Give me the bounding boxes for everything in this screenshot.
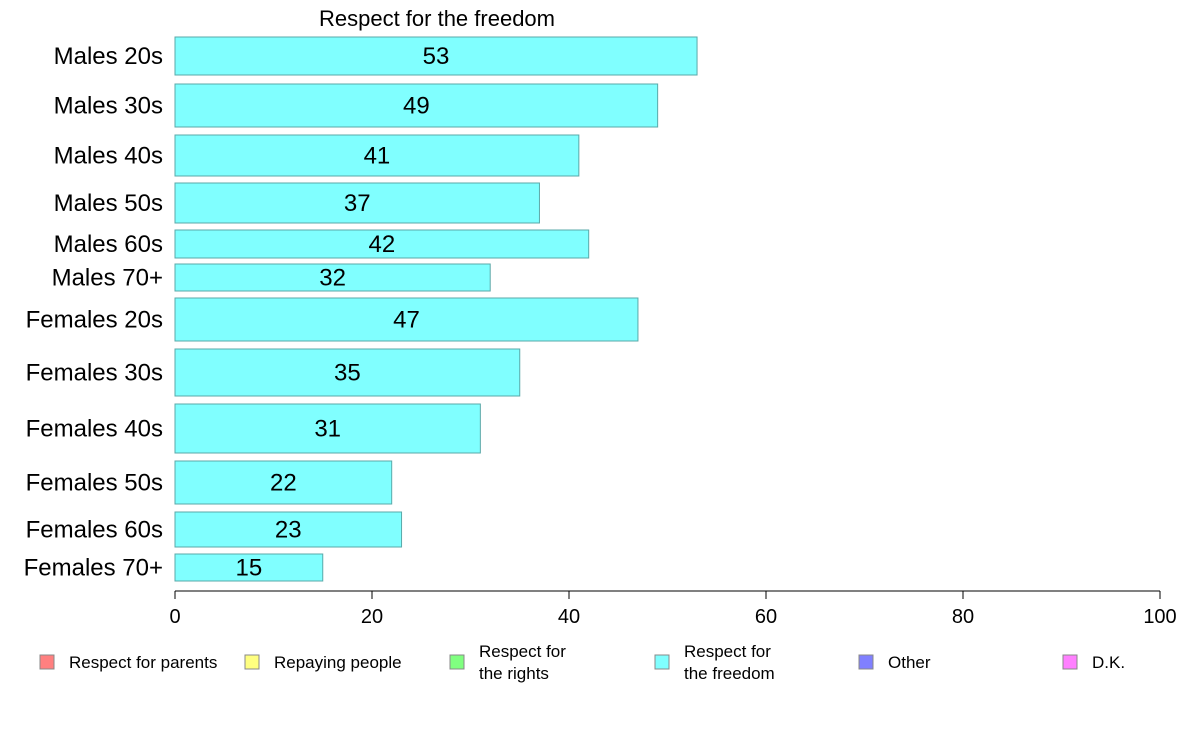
legend-swatch [449,654,465,670]
data-label: 53 [423,43,450,70]
category-label: Females 60s [26,517,163,544]
bar [174,511,403,548]
category-label: Females 70+ [24,555,163,582]
bar [174,134,580,177]
legend-swatch [39,654,55,670]
legend-label: D.K. [1092,653,1125,672]
bar [174,348,521,397]
legend-label: Other [888,653,931,672]
data-label: 23 [275,517,302,544]
data-label: 31 [314,416,341,443]
x-tick-label: 40 [558,606,580,628]
category-label: Females 40s [26,416,163,443]
legend-label: the rights [479,664,549,683]
x-tick-label: 60 [755,606,777,628]
data-label: 22 [270,470,297,497]
bar [174,263,491,292]
data-label: 32 [319,265,346,292]
x-axis: 0 20 40 60 80 100 [169,590,1177,628]
legend-label: the freedom [684,664,775,683]
data-label: 37 [344,190,371,217]
data-label: 35 [334,360,361,387]
bar [174,229,590,259]
x-tick-label: 0 [169,606,180,628]
category-label: Females 20s [26,307,163,334]
legend-label: Respect for [479,642,566,661]
bar [174,36,698,76]
data-label: 49 [403,93,430,120]
category-label: Males 60s [54,231,163,258]
legend-label: Respect for parents [69,653,217,672]
data-label: 15 [236,555,263,582]
x-tick-label: 100 [1143,606,1176,628]
legend-label: Respect for [684,642,771,661]
data-label: 41 [364,143,391,170]
legend-swatch [1062,654,1078,670]
legend-swatch [654,654,670,670]
category-label: Females 50s [26,470,163,497]
category-label: Males 50s [54,190,163,217]
legend: Respect for parents Repaying people Respec… [39,642,1125,683]
data-label: 47 [393,307,420,334]
category-label: Males 40s [54,143,163,170]
bar [174,553,324,582]
category-label: Males 20s [54,43,163,70]
x-tick-label: 80 [952,606,974,628]
bars-group: Males 20s 53 Males 30s 49 Males 40s 41 Males 5… [24,36,698,582]
legend-swatch [858,654,874,670]
category-label: Males 70+ [52,265,163,292]
bar [174,460,393,505]
bar [174,297,639,342]
chart-title: Respect for the freedom [319,6,555,31]
category-label: Females 30s [26,360,163,387]
bar [174,403,481,454]
category-label: Males 30s [54,93,163,120]
legend-swatch [244,654,260,670]
bar [174,182,540,224]
data-label: 42 [368,231,395,258]
bar [174,83,659,128]
x-tick-label: 20 [361,606,383,628]
legend-label: Repaying people [274,653,402,672]
